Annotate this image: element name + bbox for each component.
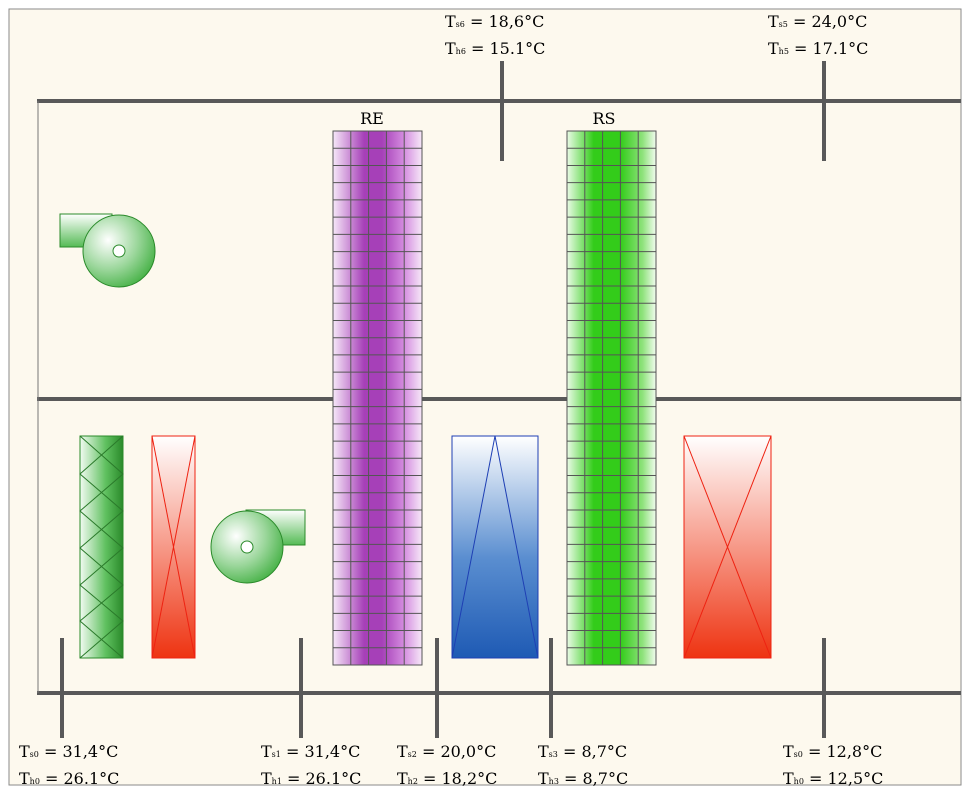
svg-text:Ts5 = 24,0°C: Ts5 = 24,0°C [768, 12, 867, 31]
sensor-readout-s2: Ts2 = 20,0°C Th2 = 18,2°C [397, 742, 497, 788]
th-value: 15.1°C [490, 39, 546, 58]
svg-text:Ts2 = 20,0°C: Ts2 = 20,0°C [397, 742, 496, 761]
th-subscript: h0 [30, 777, 40, 786]
supply-fan-icon [210, 509, 306, 584]
svg-text:Th5 = 17.1°C: Th5 = 17.1°C [768, 39, 868, 58]
th-subscript: h0 [794, 777, 804, 786]
svg-text:Ts1 = 31,4°C: Ts1 = 31,4°C [261, 742, 360, 761]
svg-text:Ts3 = 8,7°C: Ts3 = 8,7°C [538, 742, 627, 761]
sensor-readout-s3: Ts3 = 8,7°C Th3 = 8,7°C [538, 742, 628, 788]
th-value: 8,7°C [583, 769, 629, 788]
sensor-readout-s5: Ts5 = 24,0°C Th5 = 17.1°C [768, 12, 868, 58]
filter-icon [79, 435, 124, 659]
svg-text:Th1 = 26.1°C: Th1 = 26.1°C [261, 769, 361, 788]
th-subscript: h6 [456, 47, 466, 56]
ts-subscript: s3 [549, 750, 558, 759]
th-value: 26.1°C [64, 769, 120, 788]
ts-value: 31,4°C [62, 742, 118, 761]
ts-value: 8,7°C [581, 742, 627, 761]
th-value: 18,2°C [442, 769, 498, 788]
svg-text:Th0 = 12,5°C: Th0 = 12,5°C [783, 769, 883, 788]
ts-subscript: s5 [779, 20, 788, 29]
th-value: 26.1°C [306, 769, 362, 788]
ts-subscript: s6 [456, 20, 465, 29]
ts-subscript: s2 [408, 750, 417, 759]
ts-subscript: s1 [272, 750, 281, 759]
sensor-readout-out: Ts0 = 12,8°C Th0 = 12,5°C [783, 742, 883, 788]
ts-subscript: s0 [30, 750, 39, 759]
section-label-rs: RS [592, 109, 615, 128]
svg-text:Th0 = 26.1°C: Th0 = 26.1°C [19, 769, 119, 788]
sensor-readout-in: Ts0 = 31,4°C Th0 = 26.1°C [19, 742, 119, 788]
cooling-coil-icon [451, 435, 539, 659]
sensor-probes [60, 61, 826, 738]
th-subscript: h3 [549, 777, 559, 786]
recovery-exchanger-rs [566, 130, 657, 666]
svg-text:Th6 = 15.1°C: Th6 = 15.1°C [445, 39, 545, 58]
th-subscript: h2 [408, 777, 418, 786]
duct-walls [37, 99, 961, 695]
svg-text:Ts6 = 18,6°C: Ts6 = 18,6°C [445, 12, 544, 31]
section-label-re: RE [360, 109, 384, 128]
svg-text:Th2 = 18,2°C: Th2 = 18,2°C [397, 769, 497, 788]
exhaust-fan-icon [59, 213, 156, 288]
th-subscript: h5 [779, 47, 789, 56]
svg-text:Ts0 = 12,8°C: Ts0 = 12,8°C [783, 742, 882, 761]
svg-text:Ts0 = 31,4°C: Ts0 = 31,4°C [19, 742, 118, 761]
sensor-readout-s1: Ts1 = 31,4°C Th1 = 26.1°C [261, 742, 361, 788]
th-value: 12,5°C [828, 769, 884, 788]
svg-text:Th3 = 8,7°C: Th3 = 8,7°C [538, 769, 628, 788]
recovery-exchanger-re [332, 130, 423, 666]
ts-value: 18,6°C [488, 12, 544, 31]
ts-value: 20,0°C [440, 742, 496, 761]
preheater-icon [151, 435, 196, 659]
ts-value: 31,4°C [304, 742, 360, 761]
th-subscript: h1 [272, 777, 282, 786]
reheater-icon [683, 435, 772, 659]
ts-value: 12,8°C [826, 742, 882, 761]
th-value: 17.1°C [813, 39, 869, 58]
ts-value: 24,0°C [811, 12, 867, 31]
sensor-readout-s6: Ts6 = 18,6°C Th6 = 15.1°C [445, 12, 545, 58]
ts-subscript: s0 [794, 750, 803, 759]
